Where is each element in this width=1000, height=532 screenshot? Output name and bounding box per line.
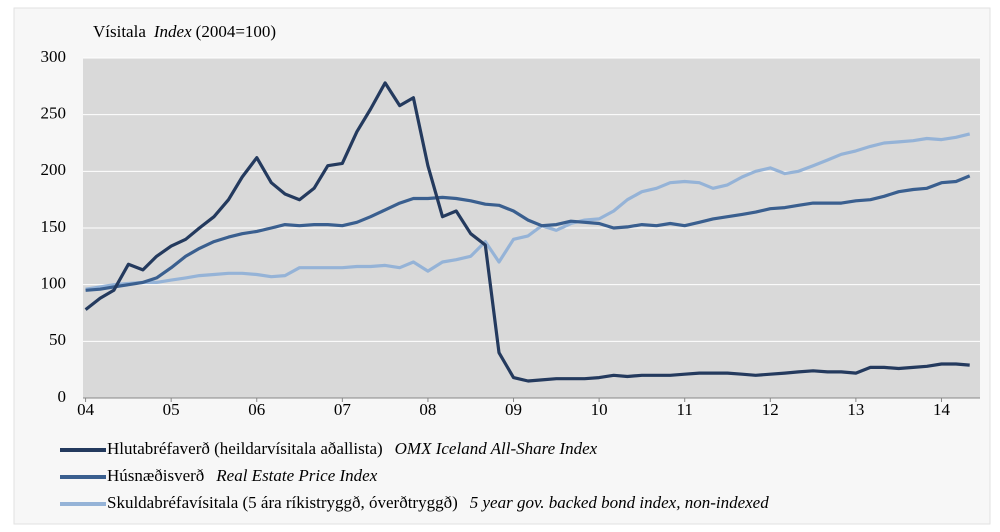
x-tick-label: 13 [847, 400, 864, 419]
y-tick-label: 250 [41, 104, 67, 123]
series-line [85, 132, 971, 291]
x-tick-label: 11 [677, 400, 693, 419]
y-tick-label: 100 [41, 274, 67, 293]
y-label-part: Index [153, 22, 192, 41]
y-tick-label: 50 [49, 330, 66, 349]
y-tick-label: 0 [58, 387, 67, 406]
x-tick-label: 06 [248, 400, 265, 419]
x-tick-label: 10 [591, 400, 608, 419]
legend-label: Húsnæðisverð [107, 466, 204, 485]
legend-translation: OMX Iceland All-Share Index [395, 439, 598, 458]
x-tick-label: 14 [933, 400, 951, 419]
x-tick-label: 05 [163, 400, 180, 419]
legend-label: Hlutabréfaverð (heildarvísitala aðallist… [107, 439, 383, 458]
y-tick-label: 200 [41, 160, 67, 179]
y-tick-label: 150 [41, 217, 67, 236]
x-tick-label: 04 [77, 400, 95, 419]
series-line [85, 174, 971, 292]
x-tick-label: 09 [505, 400, 522, 419]
x-tick-label: 07 [334, 400, 352, 419]
y-tick-label: 300 [41, 47, 67, 66]
legend-translation: Real Estate Price Index [215, 466, 377, 485]
legend-label: Skuldabréfavísitala (5 ára ríkistryggð, … [107, 493, 458, 512]
y-label-part: Vísitala [93, 22, 146, 41]
y-label-part: (2004=100) [196, 22, 276, 41]
x-tick-label: 12 [762, 400, 779, 419]
legend-translation: 5 year gov. backed bond index, non-index… [470, 493, 769, 512]
y-axis-label: Vísitala Index (2004=100) [93, 22, 276, 41]
x-tick-label: 08 [419, 400, 436, 419]
series-line [84, 81, 970, 383]
